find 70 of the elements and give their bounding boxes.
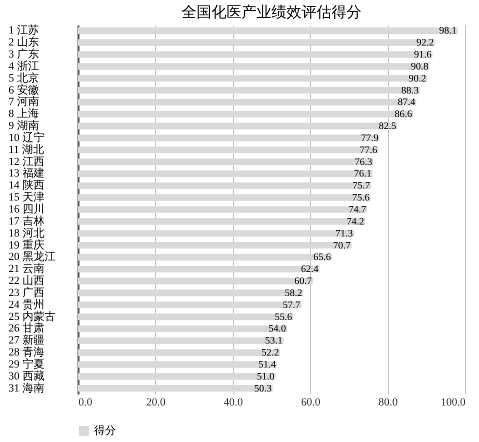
y-tick-label: 2 山东 — [8, 36, 39, 49]
x-tick-label: 40.0 — [224, 396, 244, 408]
y-tick-label: 16 四川 — [8, 202, 44, 216]
data-label: 76.3 — [354, 156, 372, 168]
data-label: 52.2 — [262, 348, 280, 359]
data-label: 75.7 — [352, 180, 370, 192]
y-tick-label: 7 河南 — [8, 95, 39, 108]
y-tick-label: 10 辽宁 — [8, 130, 44, 144]
y-tick-label: 26 甘肃 — [8, 322, 44, 335]
data-label: 86.6 — [394, 109, 412, 120]
data-label: 71.3 — [335, 228, 353, 240]
y-tick-label: 3 广东 — [8, 48, 39, 61]
data-label: 76.1 — [354, 168, 372, 180]
y-tick-label: 15 天津 — [8, 190, 44, 204]
y-tick-label: 13 福建 — [8, 166, 44, 180]
data-label: 74.7 — [348, 204, 366, 216]
y-tick-label: 18 河北 — [8, 226, 44, 240]
y-tick-label: 20 黑龙江 — [8, 250, 56, 264]
data-label: 54.0 — [268, 324, 286, 335]
x-tick-label: 0.0 — [78, 396, 93, 408]
data-label: 87.4 — [398, 97, 416, 108]
data-label: 88.3 — [401, 85, 419, 96]
data-label: 77.9 — [360, 132, 378, 144]
y-tick-label: 27 新疆 — [8, 334, 44, 347]
data-label: 91.6 — [414, 50, 432, 61]
data-label: 65.6 — [313, 252, 331, 264]
data-label: 55.6 — [274, 312, 292, 323]
x-tick-label: 60.0 — [301, 396, 321, 408]
x-tick-label: 20.0 — [146, 396, 166, 408]
y-tick-label: 23 广西 — [8, 286, 44, 299]
legend-label: 得分 — [94, 425, 116, 437]
y-tick-label: 29 宁夏 — [8, 357, 44, 370]
data-label: 90.8 — [410, 61, 428, 72]
y-tick-label: 1 江苏 — [8, 24, 39, 37]
y-tick-label: 6 安徽 — [8, 83, 39, 96]
y-tick-label: 28 青海 — [8, 346, 44, 359]
y-tick-label: 19 重庆 — [8, 238, 44, 252]
x-tick-label: 80.0 — [378, 396, 398, 408]
y-tick-label: 24 贵州 — [8, 298, 44, 311]
data-label: 77.6 — [360, 144, 378, 156]
data-label: 92.2 — [416, 38, 434, 49]
data-label: 82.5 — [378, 121, 396, 132]
data-label: 58.2 — [284, 288, 302, 299]
data-label: 51.0 — [256, 371, 274, 382]
data-label: 70.7 — [333, 240, 351, 252]
x-tick-label: 100.0 — [440, 396, 466, 408]
data-label: 50.3 — [254, 383, 272, 394]
data-label: 74.2 — [346, 216, 364, 228]
y-tick-label: 21 云南 — [8, 262, 44, 276]
y-tick-label: 11 湖北 — [8, 142, 44, 156]
y-tick-label: 25 内蒙古 — [8, 310, 56, 323]
y-tick-label: 8 上海 — [8, 107, 39, 120]
data-label: 75.6 — [352, 192, 370, 204]
data-label: 51.4 — [258, 359, 276, 370]
y-tick-label: 30 西藏 — [8, 369, 44, 382]
data-label: 53.1 — [264, 336, 282, 347]
data-label: 62.4 — [300, 264, 318, 276]
y-tick-label: 17 吉林 — [8, 214, 44, 228]
chart-title: 全国化医产业绩效评估得分 — [182, 4, 362, 22]
data-label: 60.7 — [294, 276, 312, 288]
y-tick-label: 4 浙江 — [8, 59, 39, 72]
data-label: 98.1 — [439, 26, 457, 37]
data-label: 90.2 — [408, 73, 426, 84]
y-tick-label: 22 山西 — [8, 274, 44, 288]
y-tick-label: 14 陕西 — [8, 180, 44, 192]
y-tick-label: 31 海南 — [8, 381, 44, 394]
y-tick-label: 12 江西 — [8, 156, 44, 168]
y-tick-label: 9 湖南 — [8, 119, 39, 132]
y-tick-label: 5 北京 — [8, 71, 39, 84]
data-label: 57.7 — [282, 300, 300, 311]
